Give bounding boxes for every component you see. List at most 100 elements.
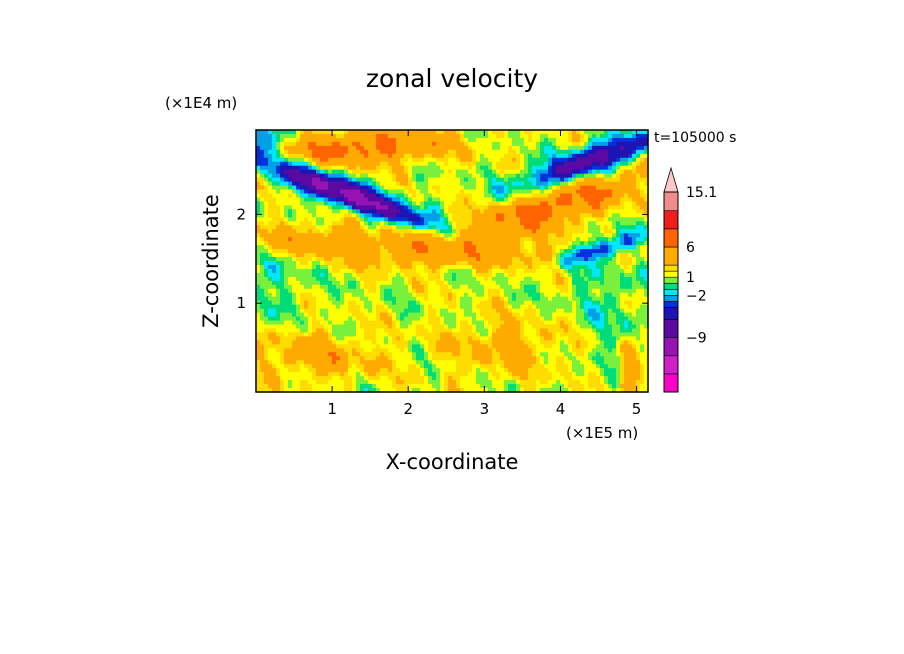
field-cell <box>560 264 565 270</box>
field-cell <box>332 280 337 286</box>
field-cell <box>340 177 345 183</box>
field-cell <box>264 316 269 322</box>
field-cell <box>532 261 537 266</box>
field-cell <box>476 300 481 306</box>
field-cell <box>360 324 365 330</box>
field-cell <box>332 241 337 246</box>
field-cell <box>304 213 309 218</box>
field-cell <box>492 253 497 258</box>
field-cell <box>336 161 341 167</box>
field-cell <box>332 300 337 306</box>
field-cell <box>548 209 553 214</box>
field-cell <box>488 284 493 290</box>
field-cell <box>324 185 329 191</box>
field-cell <box>512 153 517 159</box>
field-cell <box>644 217 649 222</box>
field-cell <box>300 308 305 314</box>
field-cell <box>312 268 317 274</box>
field-cell <box>440 264 445 270</box>
field-cell <box>404 280 409 286</box>
field-cell <box>608 221 613 226</box>
field-cell <box>540 209 545 214</box>
field-cell <box>584 133 589 139</box>
field-cell <box>576 130 581 135</box>
field-cell <box>584 193 589 199</box>
field-cell <box>552 300 557 306</box>
field-cell <box>444 165 449 171</box>
field-cell <box>368 177 373 183</box>
field-cell <box>408 189 413 195</box>
field-cell <box>476 296 481 302</box>
field-cell <box>520 149 525 155</box>
field-cell <box>288 217 293 222</box>
field-cell <box>584 308 589 314</box>
field-cell <box>364 225 369 230</box>
field-cell <box>504 209 509 214</box>
field-cell <box>496 137 501 143</box>
field-cell <box>400 189 405 195</box>
field-cell <box>364 221 369 226</box>
field-cell <box>368 257 373 262</box>
field-cell <box>364 233 369 238</box>
field-cell <box>304 268 309 274</box>
field-cell <box>424 233 429 238</box>
field-cell <box>292 324 297 330</box>
field-cell <box>344 209 349 214</box>
field-cell <box>456 173 461 179</box>
field-cell <box>620 241 625 246</box>
field-cell <box>256 316 261 322</box>
field-cell <box>332 253 337 258</box>
field-cell <box>324 241 329 246</box>
field-cell <box>256 304 261 310</box>
field-cell <box>592 189 597 195</box>
field-cell <box>608 249 613 254</box>
field-cell <box>360 189 365 195</box>
field-cell <box>324 153 329 159</box>
field-cell <box>592 312 597 318</box>
field-cell <box>528 161 533 167</box>
field-cell <box>568 149 573 155</box>
field-cell <box>392 292 397 298</box>
field-cell <box>284 193 289 199</box>
field-cell <box>620 149 625 155</box>
field-cell <box>440 272 445 278</box>
field-cell <box>568 141 573 147</box>
field-cell <box>444 141 449 147</box>
field-cell <box>612 213 617 218</box>
field-cell <box>532 245 537 250</box>
field-cell <box>552 229 557 234</box>
field-cell <box>456 233 461 238</box>
field-cell <box>384 312 389 318</box>
field-cell <box>284 237 289 242</box>
field-cell <box>580 284 585 290</box>
field-cell <box>256 213 261 218</box>
field-cell <box>256 241 261 246</box>
field-cell <box>580 276 585 282</box>
field-cell <box>284 245 289 250</box>
field-cell <box>520 161 525 167</box>
field-cell <box>440 268 445 274</box>
field-cell <box>464 249 469 254</box>
field-cell <box>348 153 353 159</box>
field-cell <box>584 189 589 195</box>
field-cell <box>344 181 349 187</box>
field-cell <box>544 268 549 274</box>
field-cell <box>544 296 549 302</box>
field-cell <box>548 261 553 266</box>
field-cell <box>480 205 485 210</box>
field-cell <box>440 161 445 167</box>
field-cell <box>548 268 553 274</box>
field-cell <box>620 304 625 310</box>
field-cell <box>356 253 361 258</box>
field-cell <box>564 181 569 187</box>
field-cell <box>524 201 529 207</box>
field-cell <box>380 137 385 143</box>
field-cell <box>260 185 265 191</box>
field-cell <box>320 165 325 171</box>
field-cell <box>452 141 457 147</box>
field-cell <box>392 181 397 187</box>
field-cell <box>260 201 265 207</box>
field-cell <box>396 173 401 179</box>
field-cell <box>456 288 461 294</box>
